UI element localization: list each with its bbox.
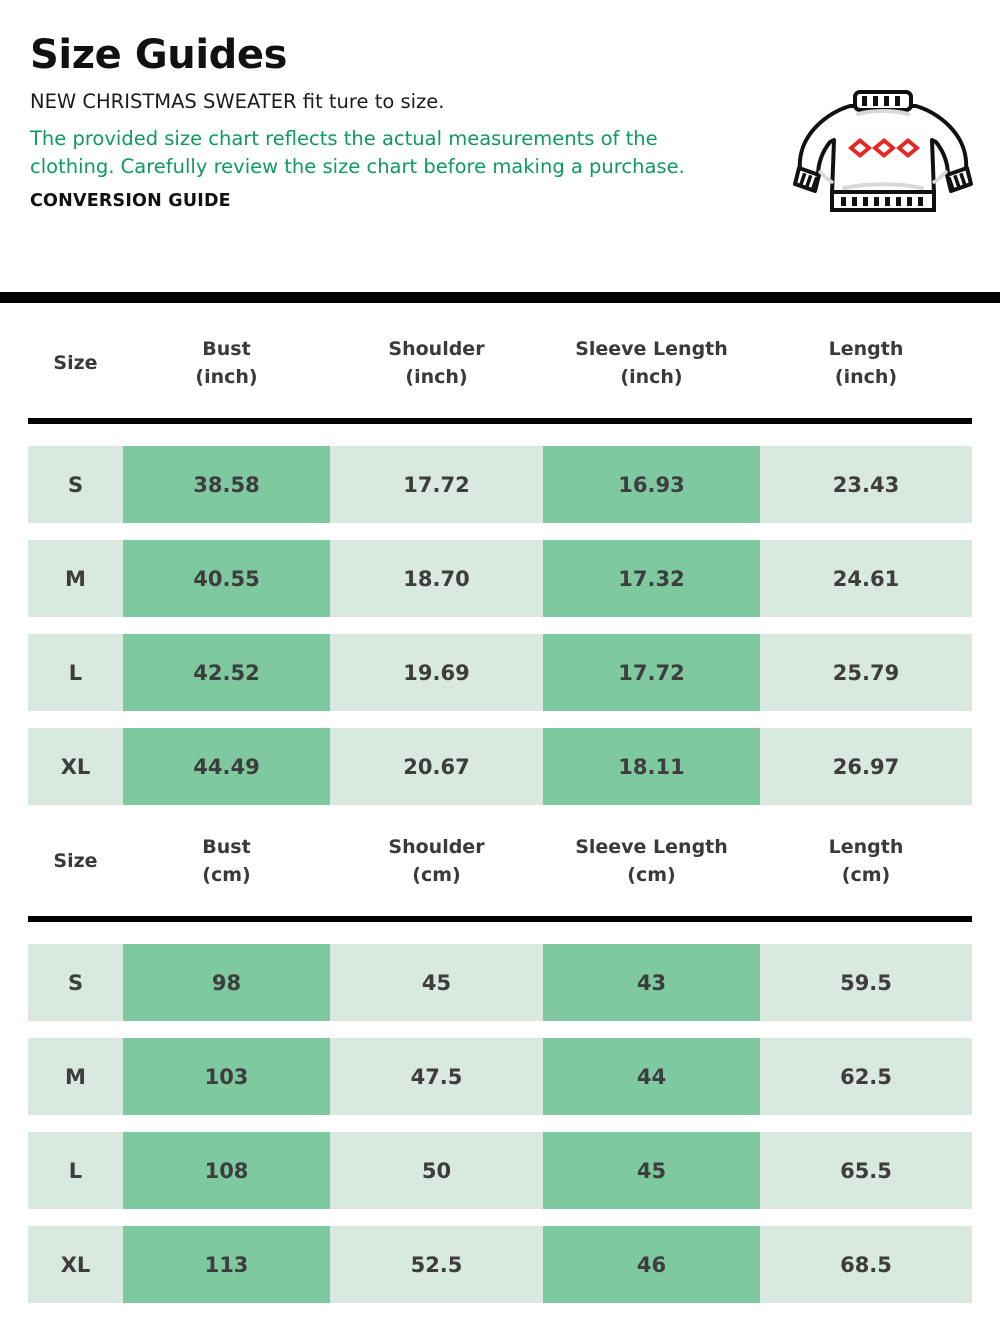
cell-length-l-inch: 25.79	[760, 634, 972, 711]
column-header-length-label: Length	[828, 338, 904, 361]
cell-sleeve-length-s-inch: 16.93	[543, 446, 760, 523]
column-header-sleeve-length-cm-unit: (cm)	[627, 864, 676, 886]
column-header-sleeve-length: Sleeve Length (inch)	[543, 336, 760, 391]
cell-bust-l-inch: 42.52	[123, 634, 330, 711]
cell-size-s-inch: S	[28, 446, 123, 523]
cell-shoulder-xl-cm: 52.5	[330, 1226, 543, 1303]
cell-size-s-cm: S	[28, 944, 123, 1021]
column-header-bust-label: Bust	[202, 338, 251, 361]
cell-length-s-cm: 59.5	[760, 944, 972, 1021]
cell-shoulder-m-cm: 47.5	[330, 1038, 543, 1115]
column-header-length-cm: Length (cm)	[760, 834, 972, 889]
cell-size-m-inch: M	[28, 540, 123, 617]
cell-length-xl-cm: 68.5	[760, 1226, 972, 1303]
header-underline-rule-inch	[28, 418, 972, 424]
column-header-bust-cm: Bust (cm)	[123, 834, 330, 889]
column-header-shoulder-cm-label: Shoulder	[388, 836, 485, 859]
column-header-sleeve-length-cm-label: Sleeve Length	[575, 836, 728, 859]
table-body-cm: S 98 45 43 59.5 M 103 47.5 44 62.5 L 108 50 45 65.5 XL 1…	[28, 944, 972, 1303]
cell-sleeve-length-m-inch: 17.32	[543, 540, 760, 617]
top-divider-rule	[0, 292, 1000, 303]
cell-bust-s-inch: 38.58	[123, 446, 330, 523]
table-header-row-cm: Size Bust (cm) Shoulder (cm) Sleeve Leng…	[28, 808, 972, 916]
cell-length-xl-inch: 26.97	[760, 728, 972, 805]
cell-sleeve-length-l-cm: 45	[543, 1132, 760, 1209]
size-table-cm: Size Bust (cm) Shoulder (cm) Sleeve Leng…	[28, 808, 972, 1320]
cell-sleeve-length-xl-inch: 18.11	[543, 728, 760, 805]
column-header-bust-cm-label: Bust	[202, 836, 251, 859]
table-row: XL 113 52.5 46 68.5	[28, 1226, 972, 1303]
table-row: L 42.52 19.69 17.72 25.79	[28, 634, 972, 711]
cell-length-m-inch: 24.61	[760, 540, 972, 617]
cell-shoulder-l-inch: 19.69	[330, 634, 543, 711]
cell-sleeve-length-l-inch: 17.72	[543, 634, 760, 711]
cell-size-l-inch: L	[28, 634, 123, 711]
header-subtitle: NEW CHRISTMAS SWEATER fit ture to size.	[30, 90, 445, 113]
cell-shoulder-s-inch: 17.72	[330, 446, 543, 523]
cell-size-l-cm: L	[28, 1132, 123, 1209]
column-header-size-cm-label: Size	[53, 850, 98, 873]
table-row: XL 44.49 20.67 18.11 26.97	[28, 728, 972, 805]
christmas-sweater-icon	[788, 84, 978, 214]
column-header-bust-unit: (inch)	[195, 366, 258, 388]
column-header-shoulder-label: Shoulder	[388, 338, 485, 361]
column-header-shoulder-unit: (inch)	[405, 366, 468, 388]
cell-size-xl-inch: XL	[28, 728, 123, 805]
table-body-inch: S 38.58 17.72 16.93 23.43 M 40.55 18.70 17.32 24.…	[28, 446, 972, 805]
column-header-size-label: Size	[53, 352, 98, 375]
conversion-guide-label: CONVERSION GUIDE	[30, 191, 231, 212]
column-header-sleeve-length-unit: (inch)	[620, 366, 683, 388]
cell-sleeve-length-xl-cm: 46	[543, 1226, 760, 1303]
column-header-bust-cm-unit: (cm)	[202, 864, 251, 886]
cell-length-m-cm: 62.5	[760, 1038, 972, 1115]
header: Size Guides NEW CHRISTMAS SWEATER fit tu…	[0, 0, 1000, 292]
cell-bust-s-cm: 98	[123, 944, 330, 1021]
column-header-sleeve-length-cm: Sleeve Length (cm)	[543, 834, 760, 889]
cell-size-m-cm: M	[28, 1038, 123, 1115]
table-row: L 108 50 45 65.5	[28, 1132, 972, 1209]
table-row: S 38.58 17.72 16.93 23.43	[28, 446, 972, 523]
page-title: Size Guides	[30, 32, 288, 78]
column-header-length: Length (inch)	[760, 336, 972, 391]
size-table-inch: Size Bust (inch) Shoulder (inch) Sleeve …	[28, 310, 972, 822]
cell-length-l-cm: 65.5	[760, 1132, 972, 1209]
cell-sleeve-length-m-cm: 44	[543, 1038, 760, 1115]
column-header-length-cm-label: Length	[828, 836, 904, 859]
cell-length-s-inch: 23.43	[760, 446, 972, 523]
column-header-size-cm: Size	[28, 848, 123, 876]
cell-shoulder-xl-inch: 20.67	[330, 728, 543, 805]
cell-bust-m-inch: 40.55	[123, 540, 330, 617]
column-header-sleeve-length-label: Sleeve Length	[575, 338, 728, 361]
header-description: The provided size chart reflects the act…	[30, 126, 685, 179]
cell-bust-xl-inch: 44.49	[123, 728, 330, 805]
table-header-row-inch: Size Bust (inch) Shoulder (inch) Sleeve …	[28, 310, 972, 418]
header-underline-rule-cm	[28, 916, 972, 922]
column-header-shoulder-cm-unit: (cm)	[412, 864, 461, 886]
table-row: S 98 45 43 59.5	[28, 944, 972, 1021]
cell-bust-xl-cm: 113	[123, 1226, 330, 1303]
column-header-length-unit: (inch)	[834, 366, 898, 388]
table-row: M 103 47.5 44 62.5	[28, 1038, 972, 1115]
cell-shoulder-l-cm: 50	[330, 1132, 543, 1209]
column-header-shoulder: Shoulder (inch)	[330, 336, 543, 391]
column-header-length-cm-unit: (cm)	[841, 864, 891, 886]
column-header-shoulder-cm: Shoulder (cm)	[330, 834, 543, 889]
table-row: M 40.55 18.70 17.32 24.61	[28, 540, 972, 617]
column-header-size: Size	[28, 350, 123, 378]
column-header-bust: Bust (inch)	[123, 336, 330, 391]
cell-shoulder-m-inch: 18.70	[330, 540, 543, 617]
cell-shoulder-s-cm: 45	[330, 944, 543, 1021]
cell-bust-l-cm: 108	[123, 1132, 330, 1209]
cell-bust-m-cm: 103	[123, 1038, 330, 1115]
cell-sleeve-length-s-cm: 43	[543, 944, 760, 1021]
cell-size-xl-cm: XL	[28, 1226, 123, 1303]
